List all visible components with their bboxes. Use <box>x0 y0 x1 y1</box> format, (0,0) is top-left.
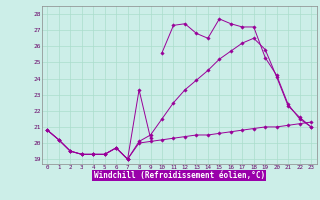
X-axis label: Windchill (Refroidissement éolien,°C): Windchill (Refroidissement éolien,°C) <box>94 171 265 180</box>
